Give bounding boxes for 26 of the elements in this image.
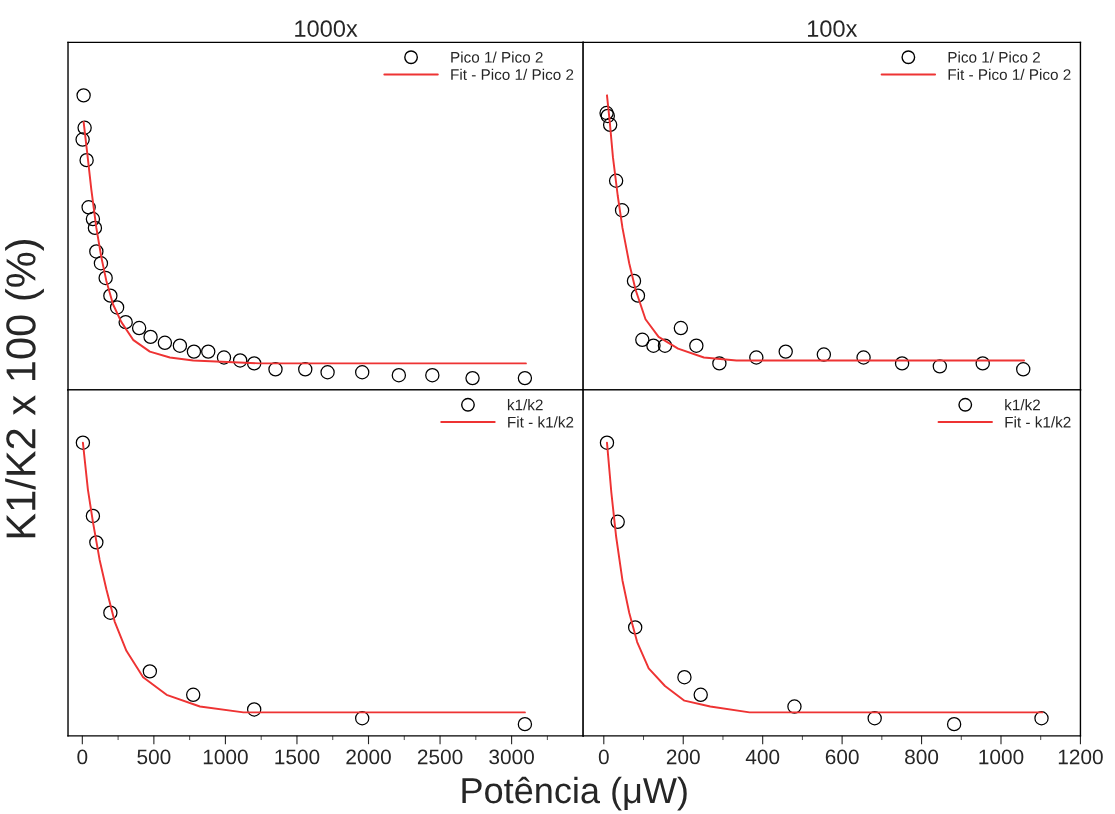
x-tick-label: 1000 [979,749,1024,765]
x-tick-label: 200 [666,749,700,765]
x-tick-label: 2000 [346,749,391,765]
x-tick-label: 500 [137,749,171,765]
chart-title: 100x [807,20,858,37]
legend-label: Fit - k1/k2 [1005,416,1071,428]
legend-label: k1/k2 [507,399,543,411]
x-tick-label: 1500 [275,749,320,765]
x-tick-label: 0 [77,749,88,765]
x-tick-label: 600 [825,749,859,765]
chart-title: 1000x [295,20,358,37]
x-tick-label: 1000 [203,749,248,765]
x-tick-label: 800 [905,749,939,765]
x-tick-label: 2500 [417,749,463,765]
legend-label: Fit - k1/k2 [508,416,574,428]
legend-label: Fit - Pico 1/ Pico 2 [948,68,1071,81]
x-tick-label: 0 [598,749,609,765]
x-tick-label: 3000 [489,749,534,765]
legend-label: Pico 1/ Pico 2 [948,51,1040,63]
legend-label: Pico 1/ Pico 2 [451,51,543,63]
x-axis-title: Potência (μW) [462,776,687,811]
legend-label: Fit - Pico 1/ Pico 2 [451,68,574,81]
y-axis-title: K1/K2 x 100 (%) [5,239,44,538]
x-tick-label: 1200 [1058,749,1103,765]
x-tick-label: 400 [745,749,780,765]
legend-label: k1/k2 [1005,399,1040,411]
